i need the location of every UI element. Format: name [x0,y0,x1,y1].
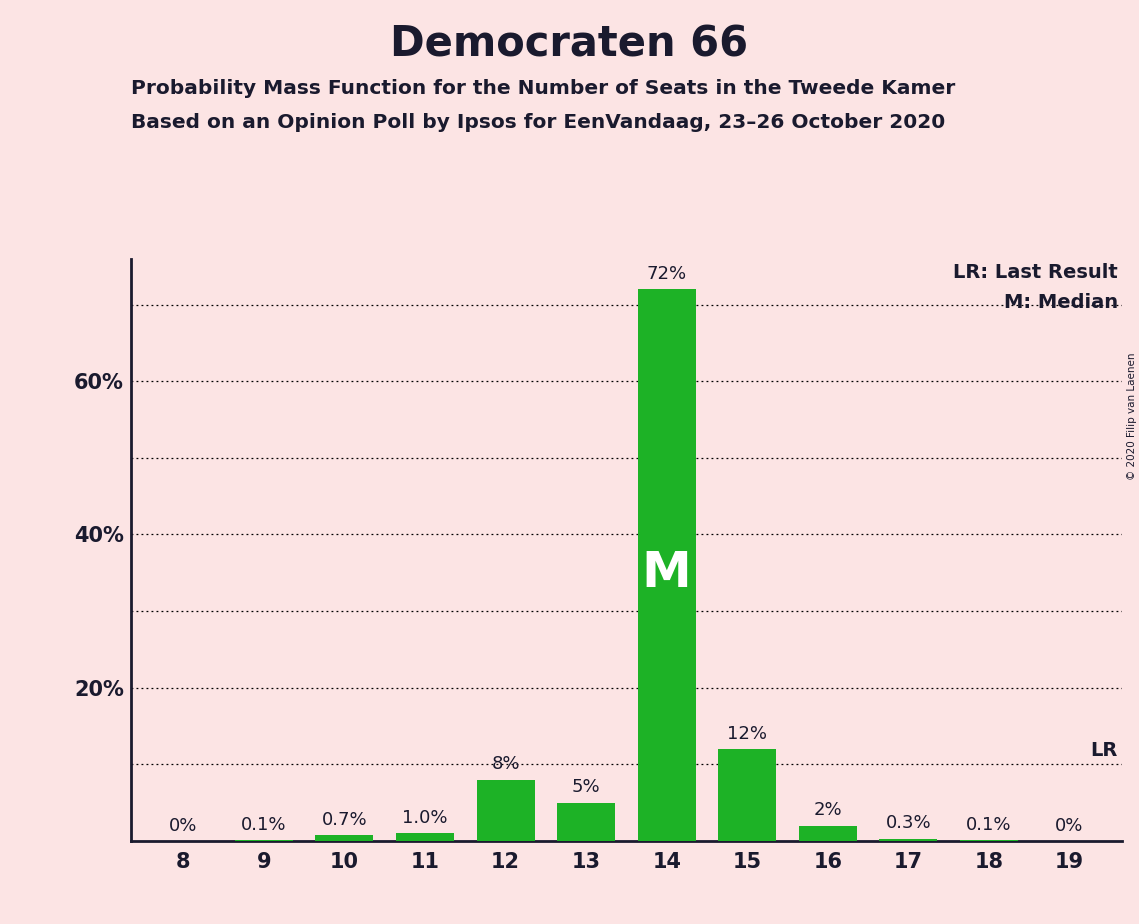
Text: 0.7%: 0.7% [321,811,367,830]
Text: 12%: 12% [728,724,768,743]
Text: LR: Last Result: LR: Last Result [953,262,1117,282]
Text: 0.3%: 0.3% [886,814,932,833]
Text: 2%: 2% [813,801,842,820]
Text: M: M [642,549,691,597]
Bar [557,803,615,841]
Text: 8%: 8% [491,756,519,773]
Text: Democraten 66: Democraten 66 [391,23,748,65]
Text: 5%: 5% [572,778,600,796]
Text: LR: LR [1090,741,1117,760]
Bar [476,780,534,841]
Bar [396,833,454,841]
Bar [798,825,857,841]
Text: Based on an Opinion Poll by Ipsos for EenVandaag, 23–26 October 2020: Based on an Opinion Poll by Ipsos for Ee… [131,113,945,132]
Text: 0.1%: 0.1% [966,816,1011,834]
Text: 1.0%: 1.0% [402,809,448,827]
Bar [719,749,777,841]
Bar [879,839,937,841]
Text: 0%: 0% [1056,817,1083,834]
Text: 0.1%: 0.1% [241,816,287,834]
Text: M: Median: M: Median [1003,293,1117,312]
Text: 0%: 0% [170,817,197,834]
Bar [638,289,696,841]
Bar [316,835,374,841]
Text: © 2020 Filip van Laenen: © 2020 Filip van Laenen [1126,352,1137,480]
Text: 72%: 72% [647,265,687,284]
Text: Probability Mass Function for the Number of Seats in the Tweede Kamer: Probability Mass Function for the Number… [131,79,956,98]
